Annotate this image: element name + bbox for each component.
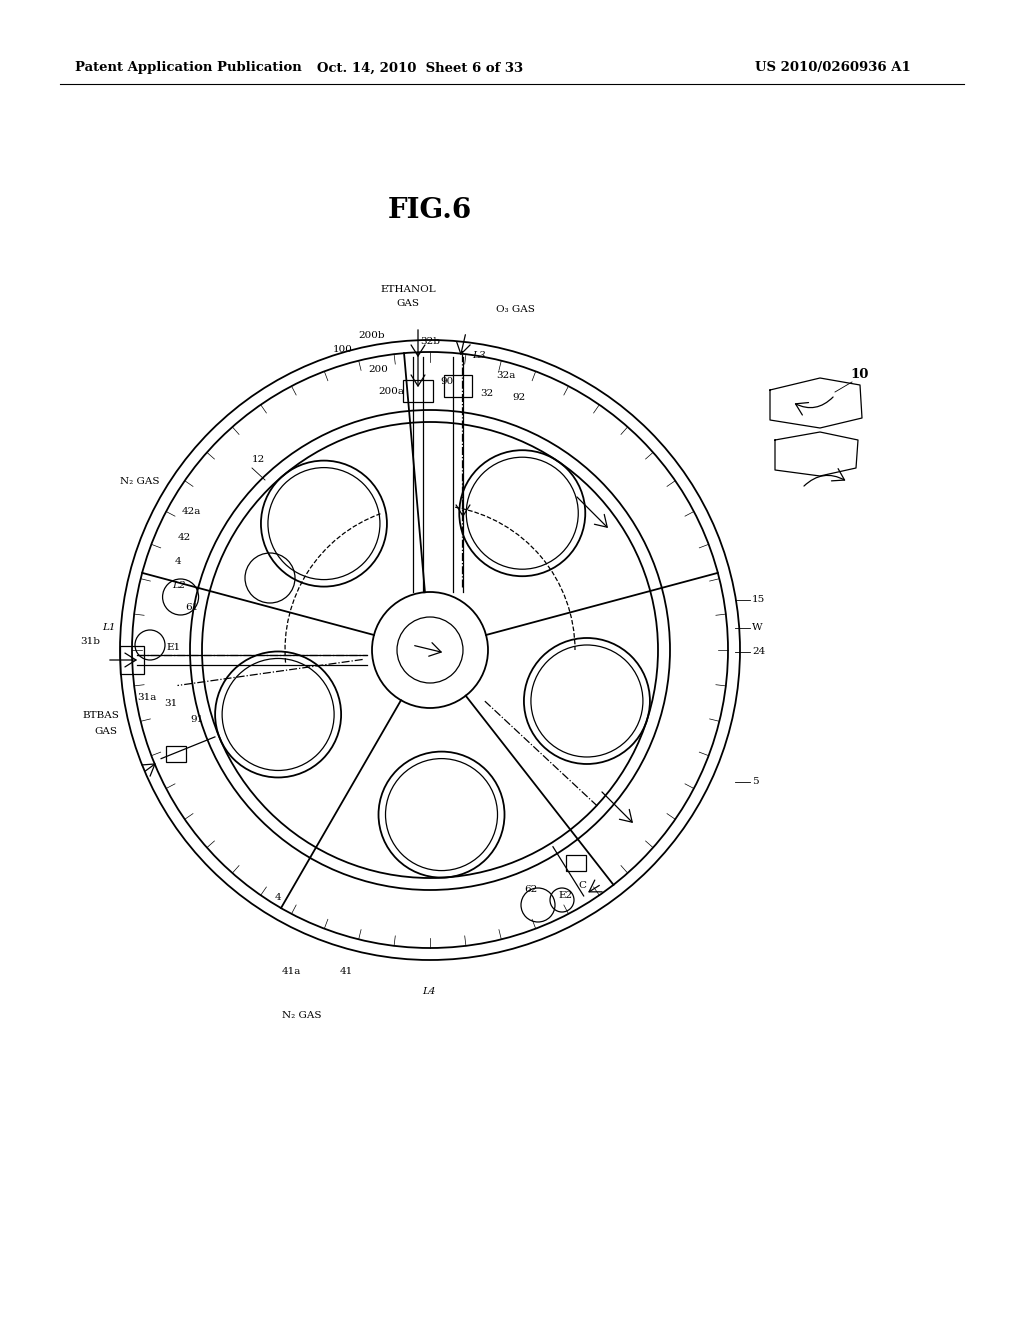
Text: 4: 4 — [275, 894, 282, 903]
Bar — [120, 645, 144, 675]
Text: 31a: 31a — [137, 693, 157, 702]
Text: ETHANOL: ETHANOL — [380, 285, 436, 294]
Text: 61: 61 — [185, 603, 199, 612]
Text: L3: L3 — [472, 351, 485, 359]
Text: L2: L2 — [172, 581, 185, 590]
Text: L1: L1 — [102, 623, 116, 632]
Text: 32a: 32a — [496, 371, 515, 380]
Text: N₂ GAS: N₂ GAS — [120, 478, 160, 487]
Text: 5: 5 — [752, 777, 759, 787]
Text: 15: 15 — [752, 595, 765, 605]
Text: O₃ GAS: O₃ GAS — [496, 305, 535, 314]
Text: 41: 41 — [340, 968, 353, 977]
Text: GAS: GAS — [94, 727, 117, 737]
Text: 92: 92 — [512, 393, 525, 403]
Text: 91: 91 — [190, 715, 203, 725]
Text: 32b: 32b — [420, 338, 440, 346]
Text: 62: 62 — [524, 886, 538, 895]
Bar — [403, 380, 433, 403]
Text: 31: 31 — [164, 700, 177, 709]
Text: 31b: 31b — [80, 638, 100, 647]
Text: 42: 42 — [178, 533, 191, 543]
Text: E2: E2 — [558, 891, 572, 899]
Text: 200b: 200b — [358, 331, 385, 341]
Text: US 2010/0260936 A1: US 2010/0260936 A1 — [755, 62, 910, 74]
Text: 200: 200 — [368, 366, 388, 375]
Text: BTBAS: BTBAS — [82, 710, 119, 719]
Text: 200a: 200a — [378, 388, 404, 396]
Text: N₂ GAS: N₂ GAS — [282, 1011, 322, 1019]
Bar — [566, 855, 587, 871]
Bar — [166, 746, 186, 762]
Text: GAS: GAS — [396, 300, 420, 309]
Bar — [444, 375, 472, 397]
Text: 4: 4 — [175, 557, 181, 566]
Text: C: C — [578, 880, 586, 890]
Text: W: W — [752, 623, 763, 632]
Text: L4: L4 — [422, 987, 435, 997]
Text: 42a: 42a — [182, 507, 202, 516]
Text: 100: 100 — [333, 346, 353, 355]
Text: 32: 32 — [480, 389, 494, 399]
Text: 90: 90 — [440, 378, 454, 387]
Text: 12: 12 — [252, 455, 265, 465]
Text: 41a: 41a — [282, 968, 301, 977]
Text: Patent Application Publication: Patent Application Publication — [75, 62, 302, 74]
Text: FIG.6: FIG.6 — [388, 197, 472, 223]
Text: E1: E1 — [166, 644, 180, 652]
Text: 24: 24 — [752, 648, 765, 656]
Text: 10: 10 — [850, 368, 868, 381]
Text: Oct. 14, 2010  Sheet 6 of 33: Oct. 14, 2010 Sheet 6 of 33 — [317, 62, 523, 74]
